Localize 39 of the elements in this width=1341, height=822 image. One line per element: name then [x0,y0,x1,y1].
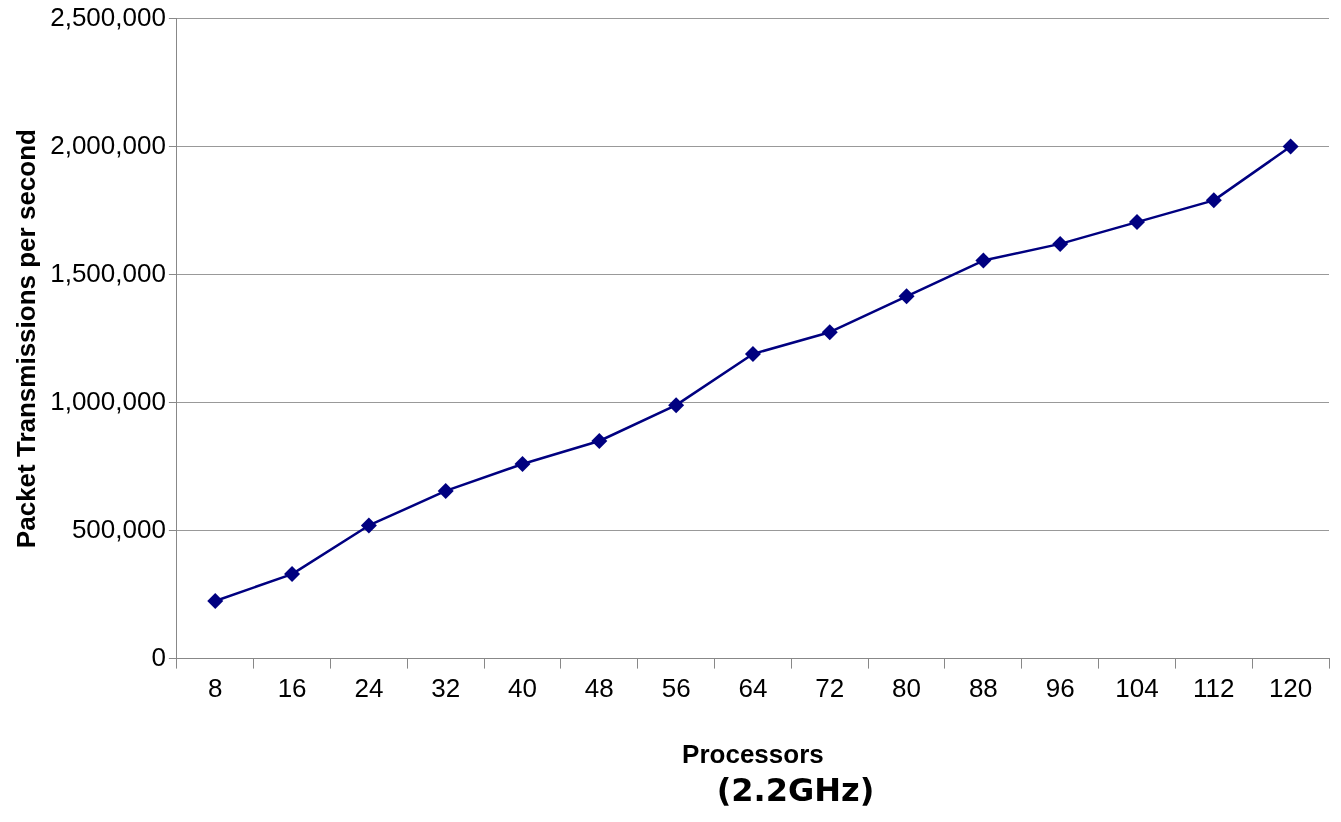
x-axis-title: Processors [682,738,824,769]
point [591,433,608,449]
point [1205,192,1222,209]
x-tick-label: 80 [892,673,922,704]
point [898,288,915,305]
point [1128,214,1145,231]
x-tick-label: 24 [354,673,384,704]
y-tick-label: 2,500,000 [50,1,166,32]
point [744,345,761,362]
x-tick-label: 64 [738,673,768,704]
point [207,593,224,609]
point [360,517,377,534]
point [1052,235,1069,252]
x-tick-label: 40 [508,673,537,704]
x-tick-label: 56 [661,673,691,704]
y-tick-label: 1,000,000 [50,385,166,416]
point [437,482,454,499]
point [668,397,685,414]
x-tick-label: 88 [968,673,998,704]
y-tick-label: 1,500,000 [50,257,166,288]
point [284,566,301,583]
x-tick-label: 120 [1268,673,1313,704]
x-tick-label: 104 [1115,673,1159,704]
point [821,324,838,341]
x-tick-label: 96 [1045,673,1075,704]
x-tick-label: 112 [1193,673,1235,704]
y-tick-label: 500,000 [71,513,166,544]
point [975,252,992,269]
x-tick-label: 16 [277,673,307,704]
y-tick-label: 2,000,000 [50,129,166,160]
x-tick-label: 32 [431,673,461,704]
y-axis-title: Packet Transmissions per second [10,129,41,549]
x-tick-label: 72 [815,673,845,704]
text: (2.2GHz) [715,771,876,809]
point [1282,138,1299,155]
x-tick-label: 48 [584,673,614,704]
y-tick-label: 0 [151,641,166,672]
point [514,456,531,473]
x-tick-label: 8 [208,673,223,704]
